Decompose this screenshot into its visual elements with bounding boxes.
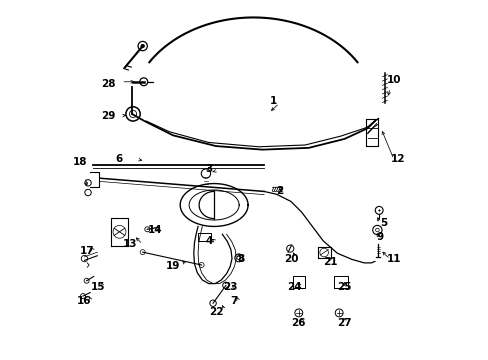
Text: 22: 22	[208, 307, 223, 317]
Text: 16: 16	[76, 296, 91, 306]
Text: 27: 27	[337, 318, 351, 328]
Circle shape	[141, 44, 144, 48]
Text: 15: 15	[91, 282, 105, 292]
Text: 25: 25	[337, 282, 351, 292]
Text: 19: 19	[165, 261, 180, 271]
Text: 8: 8	[237, 253, 244, 264]
Text: 11: 11	[386, 253, 401, 264]
Text: 23: 23	[223, 282, 237, 292]
Text: 1: 1	[269, 96, 276, 107]
Text: 20: 20	[283, 253, 298, 264]
Text: 7: 7	[230, 296, 237, 306]
Text: 26: 26	[290, 318, 305, 328]
Text: 6: 6	[116, 154, 123, 163]
Text: 21: 21	[322, 257, 337, 267]
Text: 24: 24	[286, 282, 301, 292]
Text: 18: 18	[73, 157, 87, 167]
Text: 28: 28	[102, 78, 116, 89]
Text: 29: 29	[102, 111, 116, 121]
Text: 12: 12	[390, 154, 405, 163]
Text: 13: 13	[122, 239, 137, 249]
Text: 9: 9	[376, 232, 383, 242]
Text: 14: 14	[147, 225, 162, 235]
Text: 17: 17	[80, 247, 95, 256]
Text: 4: 4	[204, 236, 212, 246]
Text: 10: 10	[386, 75, 401, 85]
Text: 3: 3	[205, 164, 212, 174]
Text: 2: 2	[276, 186, 283, 196]
Text: 5: 5	[379, 218, 386, 228]
